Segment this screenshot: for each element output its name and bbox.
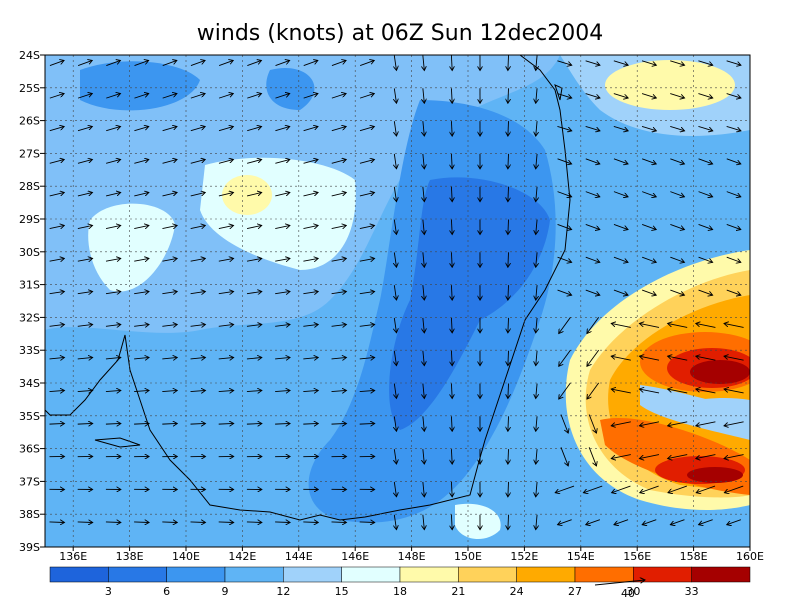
wind-arrow [247,522,262,523]
lat-label: 30S [19,246,40,259]
lat-label: 31S [19,279,40,292]
wind-arrow [508,88,509,103]
colorbar-label: 6 [163,585,170,598]
colorbar-label: 33 [685,585,699,598]
wind-arrow [219,423,234,424]
colorbar-label: 9 [222,585,229,598]
wind-arrow [508,515,509,530]
colorbar-box [225,567,283,582]
wind-arrow [191,522,206,523]
colorbar-box [342,567,400,582]
wind-arrow [78,423,93,424]
wind-arrow [162,423,177,424]
lon-label: 140E [172,550,200,563]
wind-arrow [332,522,347,523]
colorbar-label: 3 [105,585,112,598]
wind-arrow [50,522,65,523]
colorbar-box [575,567,633,582]
lon-label: 150E [454,550,482,563]
lon-label: 154E [567,550,595,563]
lat-label: 26S [19,115,40,128]
colorbar-box [458,567,516,582]
wind-arrow [106,423,121,424]
wind-arrow [360,522,375,523]
wind-arrow [508,449,509,464]
wind-arrow [247,423,262,424]
wind-field [45,55,770,547]
wind-arrow [508,220,509,235]
colorbar-box [400,567,458,582]
colorbar-box [283,567,341,582]
wind-arrow [508,187,509,202]
wind-arrow [78,522,93,523]
colorbar-label: 21 [451,585,465,598]
colorbar-box [692,567,750,582]
colorbar-box [50,567,108,582]
wind-arrow [508,351,509,366]
wind-arrow [332,423,347,424]
wind-arrow [508,416,509,431]
lon-label: 148E [398,550,426,563]
lat-label: 39S [19,541,40,554]
lat-label: 36S [19,443,40,456]
lat-label: 38S [19,508,40,521]
wind-arrow [162,522,177,523]
wind-arrow [508,384,509,399]
colorbar-box [633,567,691,582]
wind-arrow [275,522,290,523]
colorbar-box [108,567,166,582]
longitude-labels: 136E 138E 140E 142E 144E 146E 148E 150E 152E 154E… [59,547,764,563]
wind-arrow [508,252,509,267]
lat-label: 35S [19,410,40,423]
wind-arrow [360,423,375,424]
wind-arrow [508,285,509,300]
colorbar-box [167,567,225,582]
colorbar-label: 18 [393,585,407,598]
wind-arrow [134,423,149,424]
wind-arrow [275,423,290,424]
wind-arrow [508,121,509,136]
wind-arrow [303,423,318,424]
wind-arrow [134,522,149,523]
lon-label: 142E [228,550,256,563]
lat-label: 34S [19,377,40,390]
latitude-labels: 24S 25S 26S 27S 28S 29S 30S 31S 32S 33S 34S 35S 36S 3… [19,49,45,554]
reference-vector-label: 40 [621,587,635,600]
lon-label: 138E [116,550,144,563]
wind-arrow [508,482,509,497]
lon-label: 144E [285,550,313,563]
wind-arrow [191,423,206,424]
lat-label: 25S [19,82,40,95]
colorbar-label: 24 [510,585,524,598]
lat-label: 33S [19,344,40,357]
lat-label: 27S [19,147,40,160]
wind-arrow [106,522,121,523]
lon-label: 136E [59,550,87,563]
colorbar-label: 15 [335,585,349,598]
lon-label: 160E [736,550,764,563]
colorbar-label: 27 [568,585,582,598]
lon-label: 146E [341,550,369,563]
wind-arrow [219,522,234,523]
wind-arrow [50,423,65,424]
colorbar-label: 12 [276,585,290,598]
lat-label: 32S [19,311,40,324]
lon-label: 158E [680,550,708,563]
colorbar-box [517,567,575,582]
wind-arrow [508,154,509,169]
wind-arrow [508,318,509,333]
title: winds (knots) at 06Z Sun 12dec2004 [197,21,603,46]
lat-label: 24S [19,49,40,62]
lat-label: 28S [19,180,40,193]
wind-arrow [508,56,509,71]
lat-label: 29S [19,213,40,226]
wind-arrow [303,522,318,523]
lon-label: 152E [510,550,538,563]
lat-label: 37S [19,475,40,488]
lon-label: 156E [623,550,651,563]
